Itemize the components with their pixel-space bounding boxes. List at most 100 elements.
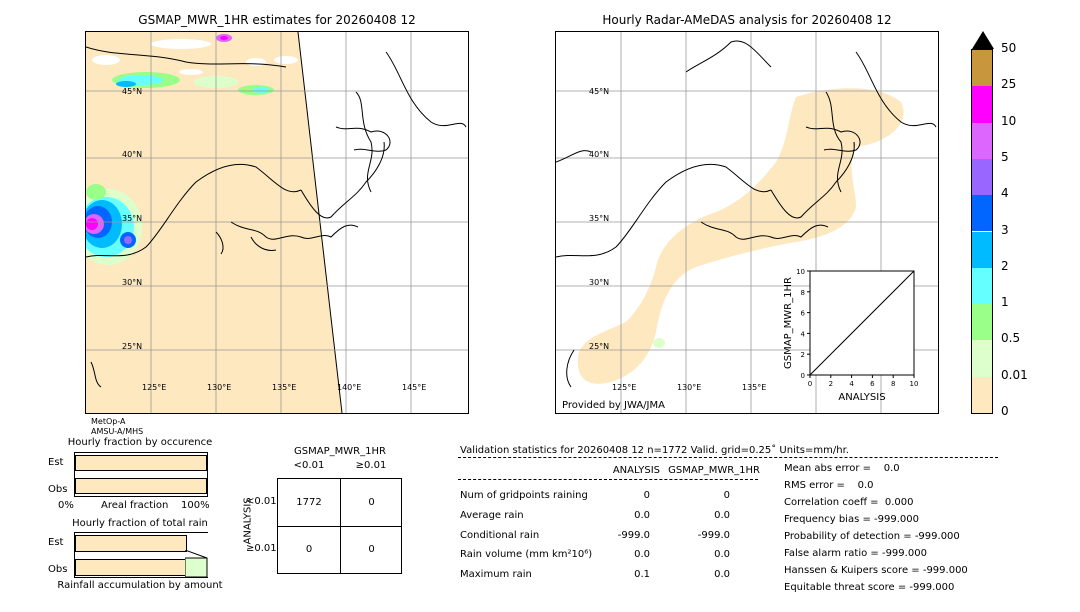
score-ets: Equitable threat score = -999.000 bbox=[784, 582, 955, 593]
contingency-col-header: GSMAP_MWR_1HR bbox=[294, 446, 386, 457]
contingency-row-label-2: ≥0.01 bbox=[246, 543, 277, 554]
colorbar-tick-label: 0.01 bbox=[1001, 367, 1028, 382]
occurrence-axis-left: 0% bbox=[58, 500, 74, 511]
left-lat-40: 40°N bbox=[122, 150, 142, 159]
stat-gsmap-gridpoints: 0 bbox=[723, 490, 730, 501]
right-lon-130: 130°E bbox=[677, 383, 701, 392]
stat-analysis-conditional: -999.0 bbox=[617, 530, 650, 541]
satellite-label-2: AMSU-A/MHS bbox=[91, 427, 144, 436]
stat-analysis-volume: 0.0 bbox=[634, 549, 650, 560]
occurrence-label-obs: Obs bbox=[48, 484, 68, 495]
right-map-credit: Provided by JWA/JMA bbox=[562, 400, 665, 411]
contingency-cell-01: 0 bbox=[368, 497, 375, 508]
total-rain-footer: Rainfall accumulation by amount bbox=[57, 580, 223, 591]
occurrence-frame bbox=[74, 452, 208, 497]
contingency-table: 1772 0 0 0 bbox=[277, 478, 402, 574]
colorbar-tick-label: 10 bbox=[1001, 113, 1017, 128]
scatter-reference-line bbox=[809, 270, 915, 376]
left-map-canvas: 45°N 40°N 35°N 30°N 25°N 125°E 130°E 135… bbox=[86, 32, 468, 413]
right-map-coastlines bbox=[556, 40, 937, 388]
scatter-y-tick: 6 bbox=[801, 310, 806, 318]
left-lon-125: 125°E bbox=[142, 383, 166, 392]
colorbar-tick-label: 0.5 bbox=[1001, 331, 1021, 346]
colorbar-extend-arrow bbox=[972, 31, 994, 49]
colorbar-segment bbox=[972, 195, 992, 232]
colorbar-segment bbox=[972, 267, 992, 305]
satellite-label-1: MetOp-A bbox=[91, 417, 126, 426]
contingency-col-label-1: <0.01 bbox=[293, 460, 325, 471]
contingency-col-label-2: ≥0.01 bbox=[355, 460, 387, 471]
colorbar-tick-label: 2 bbox=[1001, 258, 1009, 273]
colorbar-tick-label: 50 bbox=[1001, 41, 1017, 55]
colorbar-segment bbox=[972, 304, 992, 341]
stat-gsmap-conditional: -999.0 bbox=[697, 530, 730, 541]
left-lat-30: 30°N bbox=[122, 278, 142, 287]
total-rain-obs-tail bbox=[185, 550, 208, 578]
scatter-y-tick: 10 bbox=[796, 268, 805, 276]
occurrence-title: Hourly fraction by occurence bbox=[67, 437, 213, 448]
left-lon-145: 145°E bbox=[402, 383, 426, 392]
stat-gsmap-average: 0.0 bbox=[714, 510, 730, 521]
total-rain-frame bbox=[74, 532, 208, 578]
left-map-coastlines bbox=[86, 46, 467, 388]
scatter-ylabel: GSMAP_MWR_1HR bbox=[783, 277, 794, 369]
score-frequency-bias: Frequency bias = -999.000 bbox=[784, 514, 919, 525]
colorbar-segment bbox=[972, 50, 992, 87]
left-lon-130: 130°E bbox=[207, 383, 231, 392]
score-correlation: Correlation coeff = 0.000 bbox=[784, 497, 914, 508]
validation-header-rule bbox=[458, 457, 998, 458]
stat-analysis-gridpoints: 0 bbox=[643, 490, 650, 501]
stat-label-conditional: Conditional rain bbox=[460, 530, 540, 541]
occurrence-bar-est bbox=[75, 455, 207, 471]
colorbar-tick-label: 25 bbox=[1001, 77, 1017, 92]
stat-label-gridpoints: Num of gridpoints raining bbox=[460, 490, 588, 501]
contingency-cell-00: 1772 bbox=[296, 497, 322, 508]
colorbar-tick-label: 5 bbox=[1001, 149, 1009, 164]
colorbar-segment bbox=[972, 158, 992, 196]
scatter-y-tick: 8 bbox=[801, 289, 805, 297]
scatter-y-tick: 0 bbox=[801, 372, 805, 380]
stat-label-average: Average rain bbox=[460, 510, 524, 521]
right-lat-35: 35°N bbox=[589, 214, 609, 223]
colorbar-segment bbox=[972, 231, 992, 268]
stat-analysis-average: 0.0 bbox=[634, 510, 650, 521]
colorbar-segment bbox=[972, 376, 992, 413]
scatter-x-tick: 0 bbox=[808, 380, 812, 388]
colorbar: 50 25 10 5 4 3 2 1 0.5 0.01 0 bbox=[971, 31, 1051, 418]
contingency-row-header: ANALYSIS bbox=[242, 497, 254, 545]
scatter-x-tick: 4 bbox=[849, 380, 854, 388]
left-lat-35: 35°N bbox=[122, 214, 142, 223]
stat-label-volume: Rain volume (mm km²10⁶) bbox=[460, 549, 593, 560]
contingency-cell-11: 0 bbox=[368, 544, 375, 555]
total-rain-label-obs: Obs bbox=[48, 564, 68, 575]
occurrence-bar-obs bbox=[75, 478, 207, 494]
occurrence-axis-mid: Areal fraction bbox=[101, 500, 169, 511]
score-pod: Probability of detection = -999.000 bbox=[784, 531, 960, 542]
left-lat-45: 45°N bbox=[122, 87, 142, 96]
left-map-coverage bbox=[86, 32, 342, 413]
colorbar-segment bbox=[972, 122, 992, 159]
right-lat-45: 45°N bbox=[589, 87, 609, 96]
score-rms-error: RMS error = 0.0 bbox=[784, 480, 874, 491]
left-lon-140: 140°E bbox=[337, 383, 361, 392]
scatter-inset: 0 2 4 6 8 10 0 2 4 6 8 10 ANALYSIS GSMAP_MWR_1HR bbox=[783, 268, 918, 403]
validation-col-rule bbox=[458, 479, 758, 480]
stat-label-maximum: Maximum rain bbox=[460, 569, 532, 580]
scatter-y-tick: 2 bbox=[801, 351, 805, 359]
colorbar-labels: 50 25 10 5 4 3 2 1 0.5 0.01 0 bbox=[1001, 31, 1041, 418]
occurrence-axis-right: 100% bbox=[181, 500, 210, 511]
left-map-title: GSMAP_MWR_1HR estimates for 20260408 12 bbox=[138, 13, 416, 27]
total-rain-bar-est bbox=[75, 535, 187, 552]
right-lon-125: 125°E bbox=[612, 383, 636, 392]
right-lon-135: 135°E bbox=[742, 383, 766, 392]
right-lat-30: 30°N bbox=[589, 278, 609, 287]
right-map-title: Hourly Radar-AMeDAS analysis for 2026040… bbox=[602, 13, 892, 27]
right-lat-25: 25°N bbox=[589, 342, 609, 351]
scatter-x-tick: 2 bbox=[829, 380, 833, 388]
colorbar-scale bbox=[971, 49, 993, 414]
scatter-x-tick: 8 bbox=[891, 380, 895, 388]
score-mean-abs-error: Mean abs error = 0.0 bbox=[784, 463, 900, 474]
contingency-cell-10: 0 bbox=[305, 544, 313, 555]
validation-header: Validation statistics for 20260408 12 n=… bbox=[460, 445, 849, 456]
score-hk: Hanssen & Kuipers score = -999.000 bbox=[784, 565, 968, 576]
